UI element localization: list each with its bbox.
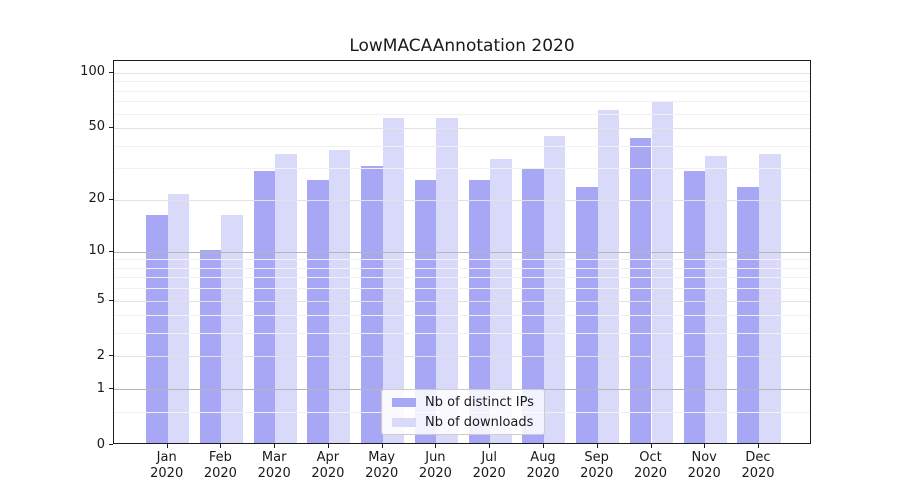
legend: Nb of distinct IPs Nb of downloads bbox=[381, 389, 545, 435]
bar-distinct-ips-jan bbox=[146, 214, 168, 443]
y-tick-label-10: 10 bbox=[88, 243, 105, 259]
x-tick-label-jul: Jul 2020 bbox=[472, 450, 506, 481]
gridline-y-6 bbox=[114, 288, 810, 290]
y-tick-mark-2 bbox=[109, 355, 113, 357]
x-tick-mark-dec bbox=[758, 444, 759, 448]
legend-item-downloads: Nb of downloads bbox=[382, 412, 544, 432]
legend-label-downloads: Nb of downloads bbox=[425, 414, 534, 430]
legend-swatch-downloads bbox=[392, 417, 416, 427]
bar-distinct-ips-aug bbox=[522, 168, 544, 443]
gridline-y-70 bbox=[114, 101, 810, 103]
x-tick-mark-oct bbox=[650, 444, 652, 448]
x-tick-mark-nov bbox=[704, 444, 706, 448]
gridline-y-60 bbox=[114, 113, 810, 115]
bar-distinct-ips-jun bbox=[414, 180, 437, 443]
plot-area bbox=[113, 60, 811, 444]
y-tick-mark-10 bbox=[109, 250, 113, 252]
legend-swatch-distinct-ips bbox=[392, 397, 416, 407]
x-tick-label-apr: Apr 2020 bbox=[311, 450, 345, 481]
gridline-y-80 bbox=[114, 90, 810, 92]
legend-label-distinct-ips: Nb of distinct IPs bbox=[425, 394, 534, 410]
legend-item-distinct-ips: Nb of distinct IPs bbox=[382, 392, 544, 412]
bar-distinct-ips-may bbox=[361, 166, 383, 443]
y-tick-mark-50 bbox=[109, 126, 113, 128]
y-tick-label-100: 100 bbox=[80, 64, 105, 80]
bar-downloads-nov bbox=[705, 156, 727, 443]
bar-downloads-aug bbox=[543, 136, 566, 443]
gridline-y-5 bbox=[114, 300, 810, 302]
x-tick-label-jun: Jun 2020 bbox=[418, 450, 452, 481]
y-tick-label-50: 50 bbox=[88, 119, 105, 135]
gridline-y-10 bbox=[114, 251, 810, 253]
y-tick-mark-0 bbox=[109, 444, 113, 445]
gridline-y-30 bbox=[114, 168, 810, 170]
x-tick-label-mar: Mar 2020 bbox=[257, 450, 291, 481]
x-tick-label-sep: Sep 2020 bbox=[580, 450, 614, 481]
gridline-y-20 bbox=[114, 199, 810, 201]
chart-title: LowMACAAnnotation 2020 bbox=[349, 36, 575, 56]
gridline-y-100 bbox=[114, 72, 810, 74]
bar-downloads-dec bbox=[759, 154, 781, 443]
bar-distinct-ips-nov bbox=[683, 171, 706, 443]
bar-distinct-ips-feb bbox=[199, 249, 222, 443]
gridline-y-50 bbox=[114, 127, 810, 129]
gridline-y-9 bbox=[114, 259, 810, 261]
x-tick-mark-may bbox=[381, 444, 383, 448]
x-tick-label-nov: Nov 2020 bbox=[687, 450, 721, 481]
y-tick-label-1: 1 bbox=[96, 380, 105, 396]
bar-distinct-ips-mar bbox=[253, 171, 276, 443]
y-tick-label-2: 2 bbox=[96, 347, 105, 363]
bar-downloads-jan bbox=[167, 193, 190, 443]
x-tick-mark-jan bbox=[166, 444, 168, 448]
x-tick-mark-sep bbox=[596, 444, 598, 448]
y-tick-mark-5 bbox=[109, 299, 113, 301]
gridline-y-2 bbox=[114, 356, 810, 358]
x-tick-mark-feb bbox=[220, 444, 222, 448]
y-tick-mark-20 bbox=[109, 198, 113, 200]
bar-downloads-apr bbox=[328, 149, 351, 443]
y-tick-label-5: 5 bbox=[96, 292, 105, 307]
x-tick-label-jan: Jan 2020 bbox=[150, 450, 184, 481]
bar-downloads-feb bbox=[221, 214, 243, 443]
gridline-y-8 bbox=[114, 267, 810, 269]
x-tick-mark-jun bbox=[435, 444, 437, 448]
bar-distinct-ips-oct bbox=[629, 137, 652, 443]
x-tick-label-may: May 2020 bbox=[365, 450, 399, 481]
bar-distinct-ips-sep bbox=[576, 186, 598, 443]
gridline-y-7 bbox=[114, 277, 810, 279]
gridline-y-90 bbox=[114, 81, 810, 83]
x-tick-mark-mar bbox=[274, 444, 276, 448]
bar-downloads-mar bbox=[275, 154, 297, 443]
bar-downloads-sep bbox=[597, 110, 620, 443]
x-tick-label-dec: Dec 2020 bbox=[741, 450, 775, 481]
bar-downloads-oct bbox=[651, 101, 674, 443]
gridline-y-4 bbox=[114, 315, 810, 317]
y-tick-mark-100 bbox=[109, 71, 113, 73]
x-tick-mark-jul bbox=[489, 444, 491, 448]
bar-distinct-ips-jul bbox=[468, 180, 491, 443]
y-tick-label-0: 0 bbox=[96, 436, 105, 452]
bar-distinct-ips-dec bbox=[737, 186, 759, 443]
x-tick-label-feb: Feb 2020 bbox=[203, 450, 237, 481]
x-tick-mark-aug bbox=[543, 444, 544, 448]
gridline-y-40 bbox=[114, 145, 810, 147]
bar-distinct-ips-apr bbox=[307, 180, 329, 443]
x-tick-mark-apr bbox=[327, 444, 329, 448]
y-tick-label-20: 20 bbox=[88, 191, 105, 206]
x-tick-label-aug: Aug 2020 bbox=[526, 450, 560, 481]
y-tick-mark-1 bbox=[109, 388, 113, 390]
gridline-y-3 bbox=[114, 333, 810, 335]
x-tick-label-oct: Oct 2020 bbox=[633, 450, 668, 481]
